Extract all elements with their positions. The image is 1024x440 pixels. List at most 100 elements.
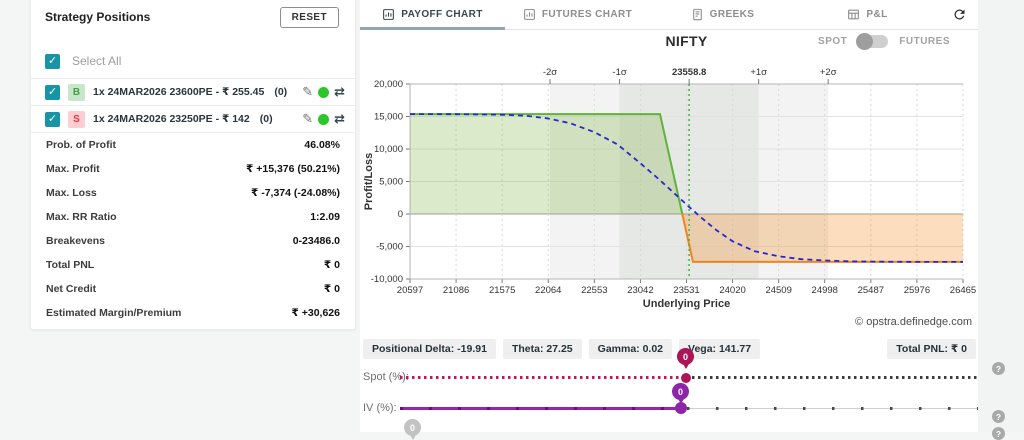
greek-chip: Theta: 27.25 bbox=[502, 339, 582, 359]
position-checkbox[interactable]: ✓ bbox=[45, 111, 60, 127]
refresh-button[interactable] bbox=[940, 0, 978, 29]
position-actions: ✎ ⇄ bbox=[302, 111, 345, 127]
position-row: ✓ S 1x 24MAR2026 23250PE - ₹ 142 (0) ✎ ⇄ bbox=[31, 106, 355, 132]
table-icon bbox=[847, 8, 860, 21]
select-all-checkbox[interactable]: ✓ bbox=[45, 53, 60, 69]
spot-slider-thumb[interactable] bbox=[681, 372, 691, 383]
tab-futures-chart[interactable]: FUTURES CHART bbox=[505, 0, 650, 29]
tab-label: P&L bbox=[866, 9, 888, 20]
stat-label: Max. Loss bbox=[46, 187, 97, 199]
divider bbox=[31, 132, 355, 133]
tab-label: PAYOFF CHART bbox=[401, 9, 483, 20]
stat-label: Breakevens bbox=[46, 235, 105, 247]
stat-row: Breakevens 0-23486.0 bbox=[31, 229, 355, 253]
stat-row: Total PNL ₹ 0 bbox=[31, 253, 355, 277]
stat-label: Total PNL bbox=[46, 259, 95, 271]
right-gutter: ? ? ? bbox=[978, 0, 1024, 440]
side-badge: B bbox=[68, 83, 85, 101]
spot-futures-toggle[interactable] bbox=[856, 33, 889, 50]
position-count: (0) bbox=[259, 113, 273, 125]
svg-text:23558.8: 23558.8 bbox=[672, 67, 706, 78]
iv-slider-track-left[interactable] bbox=[400, 407, 681, 410]
edit-icon[interactable]: ✎ bbox=[302, 111, 314, 126]
edit-icon[interactable]: ✎ bbox=[302, 84, 314, 99]
svg-text:25976: 25976 bbox=[904, 285, 930, 296]
stat-row: Estimated Margin/Premium ₹ +30,626 bbox=[31, 301, 355, 325]
help-icon[interactable]: ? bbox=[992, 362, 1005, 375]
divider bbox=[31, 105, 355, 106]
panel-header: Strategy Positions RESET bbox=[31, 0, 355, 34]
stat-row: Max. Profit ₹ +15,376 (50.21%) bbox=[31, 157, 355, 181]
position-checkbox[interactable]: ✓ bbox=[45, 84, 60, 100]
document-icon bbox=[691, 8, 704, 21]
tab-payoff-chart[interactable]: PAYOFF CHART bbox=[360, 0, 505, 30]
toggle-knob[interactable] bbox=[856, 33, 874, 50]
position-actions: ✎ ⇄ bbox=[302, 84, 345, 100]
stat-value: 0-23486.0 bbox=[292, 235, 340, 247]
tab-greeks[interactable]: GREEKS bbox=[650, 0, 795, 29]
help-icon[interactable]: ? bbox=[992, 410, 1005, 423]
select-all-row: ✓ Select All bbox=[31, 34, 355, 78]
divider bbox=[31, 78, 355, 79]
greek-chip: Gamma: 0.02 bbox=[588, 339, 673, 359]
payoff-chart[interactable]: -10,000 -5,000 0 5,000 10,000 15,000 20,000 205… bbox=[360, 52, 978, 310]
svg-text:5,000: 5,000 bbox=[379, 177, 403, 188]
iv-slider-value-badge: 0 bbox=[672, 383, 689, 404]
svg-text:15,000: 15,000 bbox=[374, 112, 403, 123]
stat-value: ₹ +15,376 (50.21%) bbox=[246, 163, 340, 175]
panel-title: Strategy Positions bbox=[45, 10, 151, 24]
third-slider-value-badge: 0 bbox=[404, 419, 421, 440]
svg-text:Underlying Price: Underlying Price bbox=[643, 298, 730, 310]
spot-futures-toggle-group: SPOT FUTURES bbox=[818, 33, 950, 50]
svg-text:10,000: 10,000 bbox=[374, 144, 403, 155]
svg-text:-10,000: -10,000 bbox=[371, 274, 403, 285]
chart-symbol-title: NIFTY bbox=[665, 33, 708, 49]
strategy-positions-panel: Strategy Positions RESET ✓ Select All ✓ B… bbox=[30, 0, 356, 330]
tab-label: FUTURES CHART bbox=[541, 9, 633, 20]
spot-toggle-label: SPOT bbox=[818, 36, 848, 47]
stat-value: ₹ -7,374 (-24.08%) bbox=[250, 187, 340, 199]
svg-text:24509: 24509 bbox=[765, 285, 791, 296]
svg-text:23042: 23042 bbox=[627, 285, 653, 296]
status-dot-icon bbox=[318, 86, 330, 98]
stat-value: ₹ 0 bbox=[323, 283, 340, 295]
positions-list: ✓ B 1x 24MAR2026 23600PE - ₹ 255.45 (0) ✎ ⇄ ✓ S… bbox=[31, 79, 355, 132]
svg-text:21575: 21575 bbox=[489, 285, 515, 296]
select-all-label: Select All bbox=[72, 54, 122, 68]
svg-text:23531: 23531 bbox=[673, 285, 699, 296]
svg-text:20597: 20597 bbox=[397, 285, 423, 296]
spot-slider-value-badge: 0 bbox=[677, 348, 694, 369]
svg-text:24998: 24998 bbox=[812, 285, 838, 296]
spot-slider-track-right[interactable] bbox=[692, 376, 978, 379]
svg-text:0: 0 bbox=[398, 209, 403, 220]
stat-label: Max. RR Ratio bbox=[46, 211, 117, 223]
stat-label: Net Credit bbox=[46, 283, 97, 295]
stat-label: Prob. of Profit bbox=[46, 139, 116, 151]
position-text: 1x 24MAR2026 23600PE - ₹ 255.45 bbox=[93, 86, 265, 98]
spot-slider[interactable] bbox=[400, 372, 978, 383]
svg-text:20,000: 20,000 bbox=[374, 79, 403, 90]
tab-p-l[interactable]: P&L bbox=[795, 0, 940, 29]
iv-slider-label: IV (%): bbox=[363, 402, 397, 414]
greek-chip: Positional Delta: -19.91 bbox=[363, 339, 496, 359]
repeat-icon[interactable]: ⇄ bbox=[334, 111, 345, 126]
tab-label: GREEKS bbox=[709, 9, 755, 20]
total-pnl-chip: Total PNL: ₹ 0 bbox=[887, 339, 976, 359]
iv-slider-track-right[interactable] bbox=[687, 407, 978, 410]
stat-row: Max. RR Ratio 1:2.09 bbox=[31, 205, 355, 229]
repeat-icon[interactable]: ⇄ bbox=[334, 84, 345, 99]
svg-text:25487: 25487 bbox=[858, 285, 884, 296]
greeks-chips-row: Positional Delta: -19.91 Theta: 27.25 Gamm… bbox=[363, 339, 976, 359]
svg-text:+1σ: +1σ bbox=[750, 67, 767, 78]
iv-slider[interactable] bbox=[400, 402, 978, 414]
tab-bar: PAYOFF CHART FUTURES CHART GREEKS P&L bbox=[360, 0, 978, 30]
svg-text:-1σ: -1σ bbox=[612, 67, 626, 78]
position-count: (0) bbox=[274, 86, 288, 98]
iv-slider-thumb[interactable] bbox=[675, 402, 687, 414]
help-icon[interactable]: ? bbox=[992, 427, 1005, 440]
bar-chart-icon bbox=[523, 8, 536, 21]
stat-row: Net Credit ₹ 0 bbox=[31, 277, 355, 301]
futures-toggle-label: FUTURES bbox=[899, 36, 950, 47]
spot-slider-track-left[interactable] bbox=[400, 376, 686, 379]
reset-button[interactable]: RESET bbox=[279, 6, 339, 28]
